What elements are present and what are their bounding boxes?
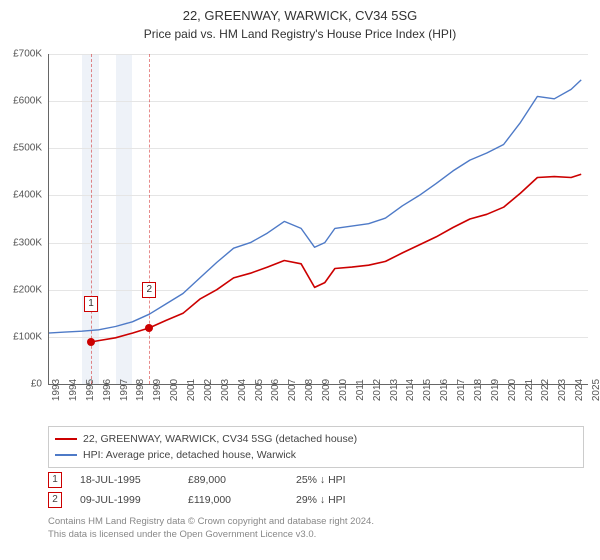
y-tick-label: £700K: [13, 49, 42, 60]
y-tick-label: £300K: [13, 237, 42, 248]
transaction-delta: 29% ↓ HPI: [296, 490, 386, 510]
legend: 22, GREENWAY, WARWICK, CV34 5SG (detache…: [48, 426, 584, 468]
y-tick-label: £0: [31, 379, 42, 390]
chart-container: 22, GREENWAY, WARWICK, CV34 5SG Price pa…: [0, 0, 600, 560]
series-line: [48, 80, 581, 333]
transaction-badge: 2: [48, 492, 62, 508]
price-marker-dot: [145, 324, 153, 332]
transaction-date: 09-JUL-1999: [80, 490, 170, 510]
transaction-price: £89,000: [188, 470, 278, 490]
footer-line: This data is licensed under the Open Gov…: [48, 529, 374, 542]
legend-swatch-1: [55, 454, 77, 456]
series-lines: [48, 54, 588, 384]
transaction-delta: 25% ↓ HPI: [296, 470, 386, 490]
y-tick-label: £600K: [13, 96, 42, 107]
footer: Contains HM Land Registry data © Crown c…: [48, 516, 374, 542]
transaction-badge: 1: [48, 472, 62, 488]
chart-area: £0£100K£200K£300K£400K£500K£600K£700K 19…: [48, 54, 588, 384]
y-tick-label: £400K: [13, 190, 42, 201]
price-marker-dot: [87, 338, 95, 346]
legend-label: 22, GREENWAY, WARWICK, CV34 5SG (detache…: [83, 431, 357, 447]
price-marker-label: 2: [142, 282, 156, 298]
transaction-row: 2 09-JUL-1999 £119,000 29% ↓ HPI: [48, 490, 386, 510]
transaction-price: £119,000: [188, 490, 278, 510]
page-subtitle: Price paid vs. HM Land Registry's House …: [0, 25, 600, 41]
y-axis-line: [48, 54, 49, 384]
transaction-row: 1 18-JUL-1995 £89,000 25% ↓ HPI: [48, 470, 386, 490]
legend-item: 22, GREENWAY, WARWICK, CV34 5SG (detache…: [55, 431, 577, 447]
y-tick-label: £500K: [13, 143, 42, 154]
series-line: [91, 174, 581, 342]
x-tick-label: 2025: [591, 379, 600, 401]
x-axis-line: [48, 384, 588, 385]
transaction-rows: 1 18-JUL-1995 £89,000 25% ↓ HPI 2 09-JUL…: [48, 470, 386, 510]
price-marker-label: 1: [84, 296, 98, 312]
transaction-date: 18-JUL-1995: [80, 470, 170, 490]
page-title: 22, GREENWAY, WARWICK, CV34 5SG: [0, 0, 600, 25]
footer-line: Contains HM Land Registry data © Crown c…: [48, 516, 374, 529]
legend-swatch-0: [55, 438, 77, 440]
legend-item: HPI: Average price, detached house, Warw…: [55, 447, 577, 463]
y-tick-label: £100K: [13, 331, 42, 342]
legend-label: HPI: Average price, detached house, Warw…: [83, 447, 296, 463]
y-tick-label: £200K: [13, 284, 42, 295]
